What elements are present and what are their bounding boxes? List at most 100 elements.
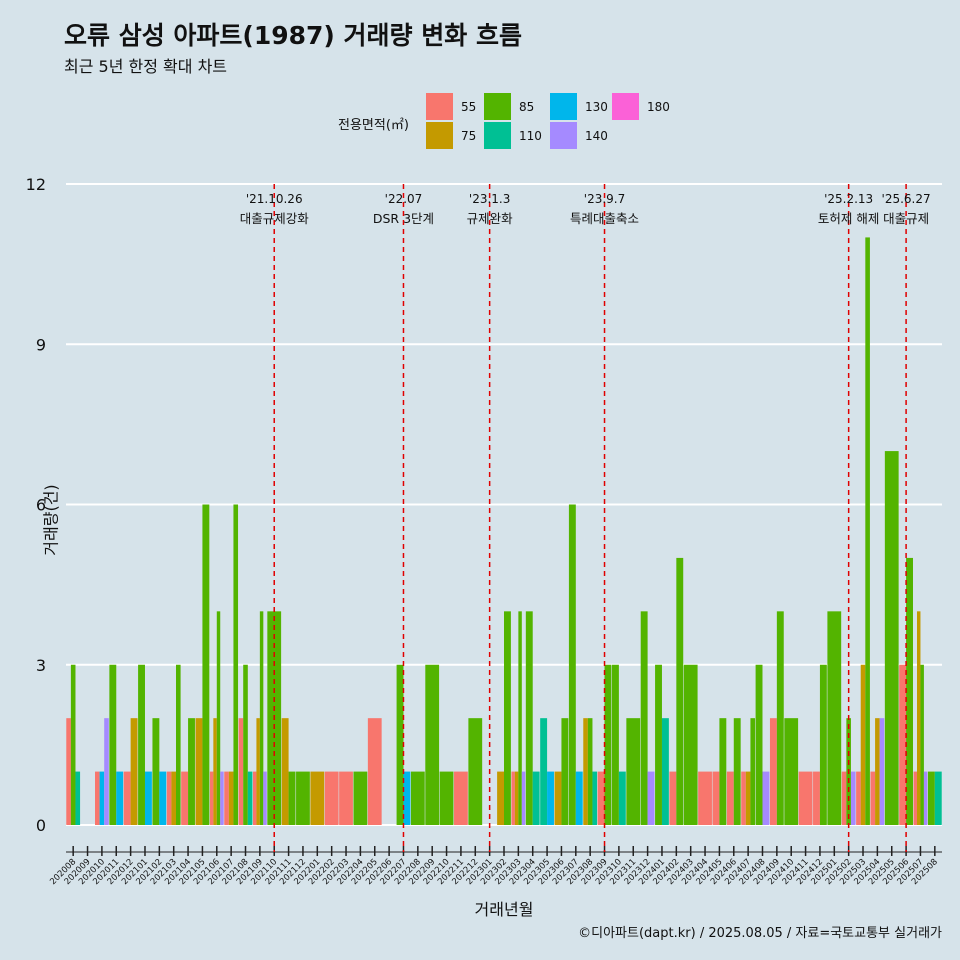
bar-202502-55 <box>841 771 847 825</box>
y-tick-label-9: 9 <box>36 335 46 354</box>
bar-202507-85 <box>920 664 924 825</box>
bar-202409-55 <box>769 718 777 825</box>
bar-202108-55 <box>238 718 244 825</box>
event-label-202309: 특례대출축소 <box>570 211 639 226</box>
bar-202304-85 <box>525 611 533 825</box>
legend-swatch-180 <box>612 93 639 120</box>
event-date-202309: '23.9.7 <box>584 192 625 206</box>
bar-202304-110 <box>532 771 540 825</box>
bar-202306-75 <box>554 771 562 825</box>
bar-202109-85 <box>259 611 264 825</box>
legend-swatch-75 <box>426 122 453 149</box>
bar-202408-140 <box>762 771 770 825</box>
bar-202309-55 <box>597 771 605 825</box>
bar-202411-55 <box>798 771 813 825</box>
event-label-202506: 대출규제 <box>883 211 929 226</box>
bar-202103-85 <box>176 664 181 825</box>
bar-202012-55 <box>123 771 131 825</box>
bar-202410-85 <box>784 718 799 825</box>
bar-202106-85 <box>216 611 221 825</box>
bar-202109-75 <box>256 718 260 825</box>
bar-202503-75 <box>860 664 866 825</box>
bar-202503-55 <box>856 771 861 825</box>
legend-item-55: 55 <box>426 93 476 120</box>
bar-202205-55 <box>367 718 382 825</box>
bar-202203-55 <box>339 771 353 825</box>
bar-202111-85 <box>288 771 296 825</box>
bar-202010-55 <box>95 771 100 825</box>
legend-swatch-110 <box>484 122 511 149</box>
legend-label-110: 110 <box>519 128 542 143</box>
bar-202402-85 <box>676 557 684 825</box>
bar-202108-110 <box>247 771 253 825</box>
bar-202307-85 <box>568 504 576 825</box>
event-date-202502: '25.2.13 <box>824 192 873 206</box>
bar-202008-55 <box>66 718 71 825</box>
bar-202107-85 <box>233 504 239 825</box>
event-label-202502: 토허제 해제 <box>818 211 879 226</box>
bar-202508-85 <box>927 771 935 825</box>
bar-202505-85 <box>884 451 899 825</box>
event-date-202110: '21.10.26 <box>246 192 303 206</box>
bar-202308-110 <box>592 771 598 825</box>
bar-202507-55 <box>913 771 918 825</box>
bar-202106-140 <box>220 771 224 825</box>
bar-202507-140 <box>923 771 928 825</box>
bar-202503-85 <box>865 237 870 825</box>
chart-subtitle: 최근 5년 한정 확대 차트 <box>64 57 228 76</box>
bar-202212-85 <box>468 718 483 825</box>
x-axis-label: 거래년월 <box>474 900 534 919</box>
bar-202312-140 <box>647 771 655 825</box>
bar-202507-75 <box>917 611 921 825</box>
bar-202201-75 <box>310 771 325 825</box>
bar-202105-85 <box>202 504 210 825</box>
bar-202008-110 <box>75 771 81 825</box>
bar-202010-130 <box>99 771 105 825</box>
bar-202202-55 <box>324 771 339 825</box>
bar-202308-75 <box>583 718 588 825</box>
bar-202103-55 <box>166 771 172 825</box>
bar-202402-55 <box>669 771 677 825</box>
y-tick-label-12: 12 <box>26 175 46 194</box>
event-label-202207: DSR 3단계 <box>373 211 434 226</box>
bar-202207-85 <box>396 664 404 825</box>
bar-202303-55 <box>511 771 515 825</box>
legend-label-85: 85 <box>519 99 535 114</box>
bar-202405-55 <box>712 771 720 825</box>
event-date-202207: '22.07 <box>385 192 423 206</box>
bar-202302-85 <box>504 611 511 825</box>
bar-202012-75 <box>130 718 138 825</box>
bar-202403-85 <box>683 664 698 825</box>
bar-202409-85 <box>776 611 784 825</box>
legend-item-110: 110 <box>484 122 542 149</box>
event-label-202110: 대출규제강화 <box>240 211 310 226</box>
bar-202305-110 <box>540 718 548 825</box>
bar-202308-85 <box>587 718 593 825</box>
bar-202209-85 <box>425 664 440 825</box>
event-date-202301: '23.1.3 <box>469 192 510 206</box>
bar-202404-55 <box>698 771 712 825</box>
bar-202311-85 <box>626 718 641 825</box>
bar-202211-55 <box>454 771 468 825</box>
bar-202109-140 <box>263 771 267 825</box>
legend-item-140: 140 <box>550 122 608 149</box>
legend-label-130: 130 <box>585 99 608 114</box>
bar-202303-75 <box>514 771 519 825</box>
bar-202101-130 <box>144 771 152 825</box>
legend-label-180: 180 <box>647 99 670 114</box>
bar-202107-75 <box>228 771 234 825</box>
bar-202305-130 <box>547 771 554 825</box>
bar-202303-140 <box>521 771 526 825</box>
y-tick-label-0: 0 <box>36 816 46 835</box>
bar-202407-55 <box>741 771 746 825</box>
bar-202504-55 <box>870 771 876 825</box>
bar-202106-75 <box>213 718 217 825</box>
legend-label-55: 55 <box>461 99 477 114</box>
bar-202112-85 <box>296 771 310 825</box>
bar-202102-85 <box>152 718 160 825</box>
bar-202103-75 <box>171 771 177 825</box>
bar-202407-75 <box>745 771 751 825</box>
bar-202011-130 <box>116 771 124 825</box>
bar-202306-85 <box>561 718 569 825</box>
